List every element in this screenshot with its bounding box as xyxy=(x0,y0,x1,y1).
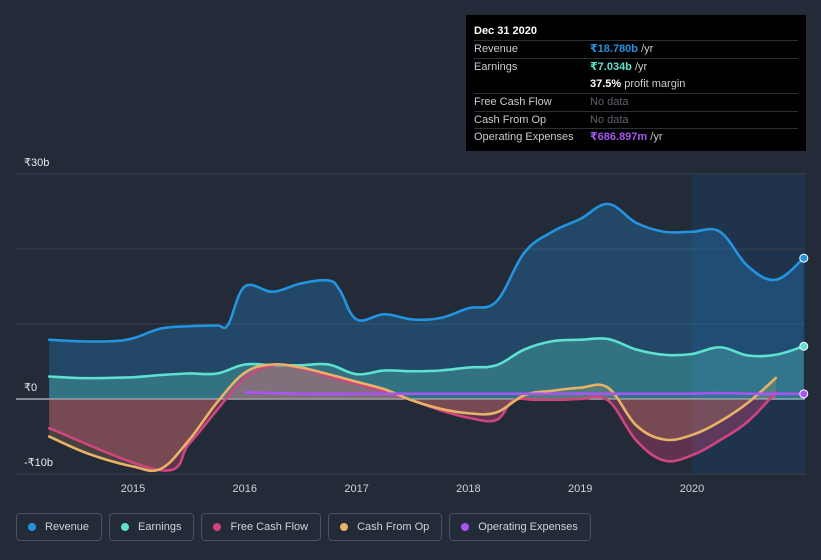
legend-label: Cash From Op xyxy=(357,521,430,533)
y-label-top: ₹30b xyxy=(24,157,50,169)
tooltip-row-cfo: Cash From Op No data xyxy=(474,110,798,129)
legend-dot-icon xyxy=(213,523,222,531)
legend-cash-from-op[interactable]: Cash From Op xyxy=(328,513,443,541)
series-lines xyxy=(47,202,806,473)
tooltip-label: Free Cash Flow xyxy=(474,96,552,109)
tooltip-value: ₹18.780b xyxy=(590,43,639,55)
legend-label: Revenue xyxy=(45,521,90,533)
legend-dot-icon xyxy=(28,523,36,531)
chart-canvas: 2015 2016 2017 2018 2019 2020 xyxy=(16,173,809,495)
tooltip-label: Revenue xyxy=(474,43,519,55)
tooltip-value: ₹686.897m xyxy=(590,131,648,144)
earnings-line xyxy=(47,337,806,380)
tooltip-value: 37.5% xyxy=(590,78,622,91)
series-endpoints xyxy=(799,253,809,399)
tooltip-label: Operating Expenses xyxy=(474,131,574,144)
x-tick-label: 2020 xyxy=(680,483,704,495)
tooltip-panel: Dec 31 2020 Revenue ₹18.780b /yr Earning… xyxy=(466,15,806,151)
legend-dot-icon xyxy=(461,523,470,531)
operating-expenses-endpoint xyxy=(799,389,809,399)
x-tick-label: 2018 xyxy=(456,483,480,495)
tooltip-unit: /yr xyxy=(638,43,654,55)
gridlines xyxy=(16,173,805,475)
x-tick-label: 2017 xyxy=(344,483,368,495)
revenue-endpoint xyxy=(799,253,809,263)
tooltip-value: ₹7.034b xyxy=(590,60,632,73)
legend-label: Operating Expenses xyxy=(478,521,578,533)
legend: Revenue Earnings Free Cash Flow Cash Fro… xyxy=(16,513,591,541)
legend-operating-expenses[interactable]: Operating Expenses xyxy=(449,513,591,541)
tooltip-unit: profit margin xyxy=(621,78,686,91)
legend-earnings[interactable]: Earnings xyxy=(109,513,195,541)
legend-dot-icon xyxy=(121,523,130,531)
tooltip-value: No data xyxy=(590,96,629,109)
earnings-endpoint xyxy=(799,341,809,351)
legend-free-cash-flow[interactable]: Free Cash Flow xyxy=(201,513,322,541)
tooltip-unit: /yr xyxy=(631,60,648,73)
legend-dot-icon xyxy=(340,523,349,531)
tooltip-unit: /yr xyxy=(647,131,663,144)
tooltip-row-opex: Operating Expenses ₹686.897m /yr xyxy=(474,128,798,146)
x-tick-label: 2015 xyxy=(121,483,145,495)
legend-revenue[interactable]: Revenue xyxy=(16,513,103,541)
legend-label: Free Cash Flow xyxy=(230,521,309,533)
tooltip-label: Earnings xyxy=(474,60,518,73)
free-cash-flow-line xyxy=(47,363,778,472)
revenue-area xyxy=(49,203,804,399)
tooltip-label: Cash From Op xyxy=(474,113,547,126)
tooltip-row-fcf: Free Cash Flow No data xyxy=(474,93,798,111)
x-tick-label: 2019 xyxy=(568,483,592,495)
tooltip-row-earnings: Earnings ₹7.034b /yr xyxy=(474,57,798,76)
x-axis-ticks: 2015 2016 2017 2018 2019 2020 xyxy=(121,483,704,495)
cash-from-op-line xyxy=(47,362,778,473)
y-label-zero: ₹0 xyxy=(24,382,38,394)
operating-expenses-line xyxy=(243,390,806,396)
x-tick-label: 2016 xyxy=(233,483,257,495)
tooltip-row-revenue: Revenue ₹18.780b /yr xyxy=(474,40,798,58)
tooltip-date: Dec 31 2020 xyxy=(474,25,537,37)
revenue-line xyxy=(47,202,806,343)
tooltip-label xyxy=(474,76,590,93)
tooltip-row-margin: 37.5% profit margin xyxy=(474,75,798,93)
series-areas xyxy=(49,203,804,471)
y-label-bottom: -₹10b xyxy=(24,457,54,469)
tooltip-value: No data xyxy=(590,113,629,126)
legend-label: Earnings xyxy=(138,521,182,533)
